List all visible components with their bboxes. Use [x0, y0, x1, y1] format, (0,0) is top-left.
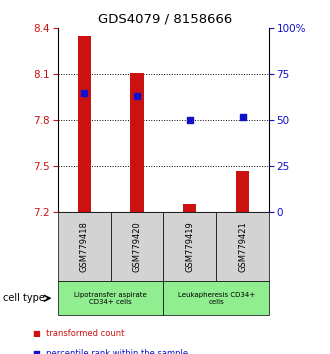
Text: GSM779420: GSM779420 — [132, 222, 142, 272]
Text: Leukapheresis CD34+
cells: Leukapheresis CD34+ cells — [178, 292, 255, 305]
Bar — [183, 204, 196, 212]
Bar — [236, 171, 249, 212]
Point — [82, 90, 87, 96]
Bar — [78, 36, 91, 212]
Text: GDS4079 / 8158666: GDS4079 / 8158666 — [98, 12, 232, 25]
Text: ■  percentile rank within the sample: ■ percentile rank within the sample — [33, 349, 188, 354]
Bar — [130, 73, 144, 212]
Text: Lipotransfer aspirate
CD34+ cells: Lipotransfer aspirate CD34+ cells — [74, 292, 147, 305]
Point — [187, 118, 192, 123]
Text: GSM779418: GSM779418 — [80, 222, 89, 272]
Text: cell type: cell type — [3, 293, 45, 303]
Text: GSM779421: GSM779421 — [238, 222, 247, 272]
Text: ■  transformed count: ■ transformed count — [33, 329, 124, 338]
Point — [240, 114, 245, 120]
Point — [134, 93, 140, 99]
Text: GSM779419: GSM779419 — [185, 222, 194, 272]
